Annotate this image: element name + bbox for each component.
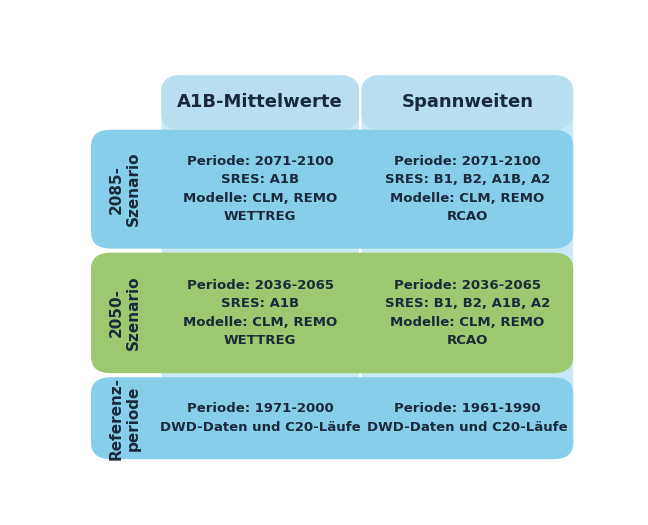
FancyBboxPatch shape xyxy=(161,75,359,459)
Text: Periode: 2036-2065
SRES: B1, B2, A1B, A2
Modelle: CLM, REMO
RCAO: Periode: 2036-2065 SRES: B1, B2, A1B, A2… xyxy=(385,279,550,347)
Text: Spannweiten: Spannweiten xyxy=(401,93,533,111)
Text: Referenz-
periode: Referenz- periode xyxy=(109,376,141,460)
Text: A1B-Mittelwerte: A1B-Mittelwerte xyxy=(178,93,343,111)
FancyBboxPatch shape xyxy=(161,75,359,130)
FancyBboxPatch shape xyxy=(362,75,573,459)
FancyBboxPatch shape xyxy=(91,253,573,373)
Text: 2050-
Szenario: 2050- Szenario xyxy=(109,276,141,350)
Text: Periode: 1961-1990
DWD-Daten und C20-Läufe: Periode: 1961-1990 DWD-Daten und C20-Läu… xyxy=(367,403,568,434)
Text: 2085-
Szenario: 2085- Szenario xyxy=(109,152,141,226)
FancyBboxPatch shape xyxy=(91,377,573,459)
FancyBboxPatch shape xyxy=(362,75,573,130)
Text: Periode: 2071-2100
SRES: A1B
Modelle: CLM, REMO
WETTREG: Periode: 2071-2100 SRES: A1B Modelle: CL… xyxy=(183,155,338,224)
Text: Periode: 1971-2000
DWD-Daten und C20-Läufe: Periode: 1971-2000 DWD-Daten und C20-Läu… xyxy=(160,403,360,434)
Text: Periode: 2036-2065
SRES: A1B
Modelle: CLM, REMO
WETTREG: Periode: 2036-2065 SRES: A1B Modelle: CL… xyxy=(183,279,338,347)
Text: Periode: 2071-2100
SRES: B1, B2, A1B, A2
Modelle: CLM, REMO
RCAO: Periode: 2071-2100 SRES: B1, B2, A1B, A2… xyxy=(385,155,550,224)
FancyBboxPatch shape xyxy=(91,130,573,249)
